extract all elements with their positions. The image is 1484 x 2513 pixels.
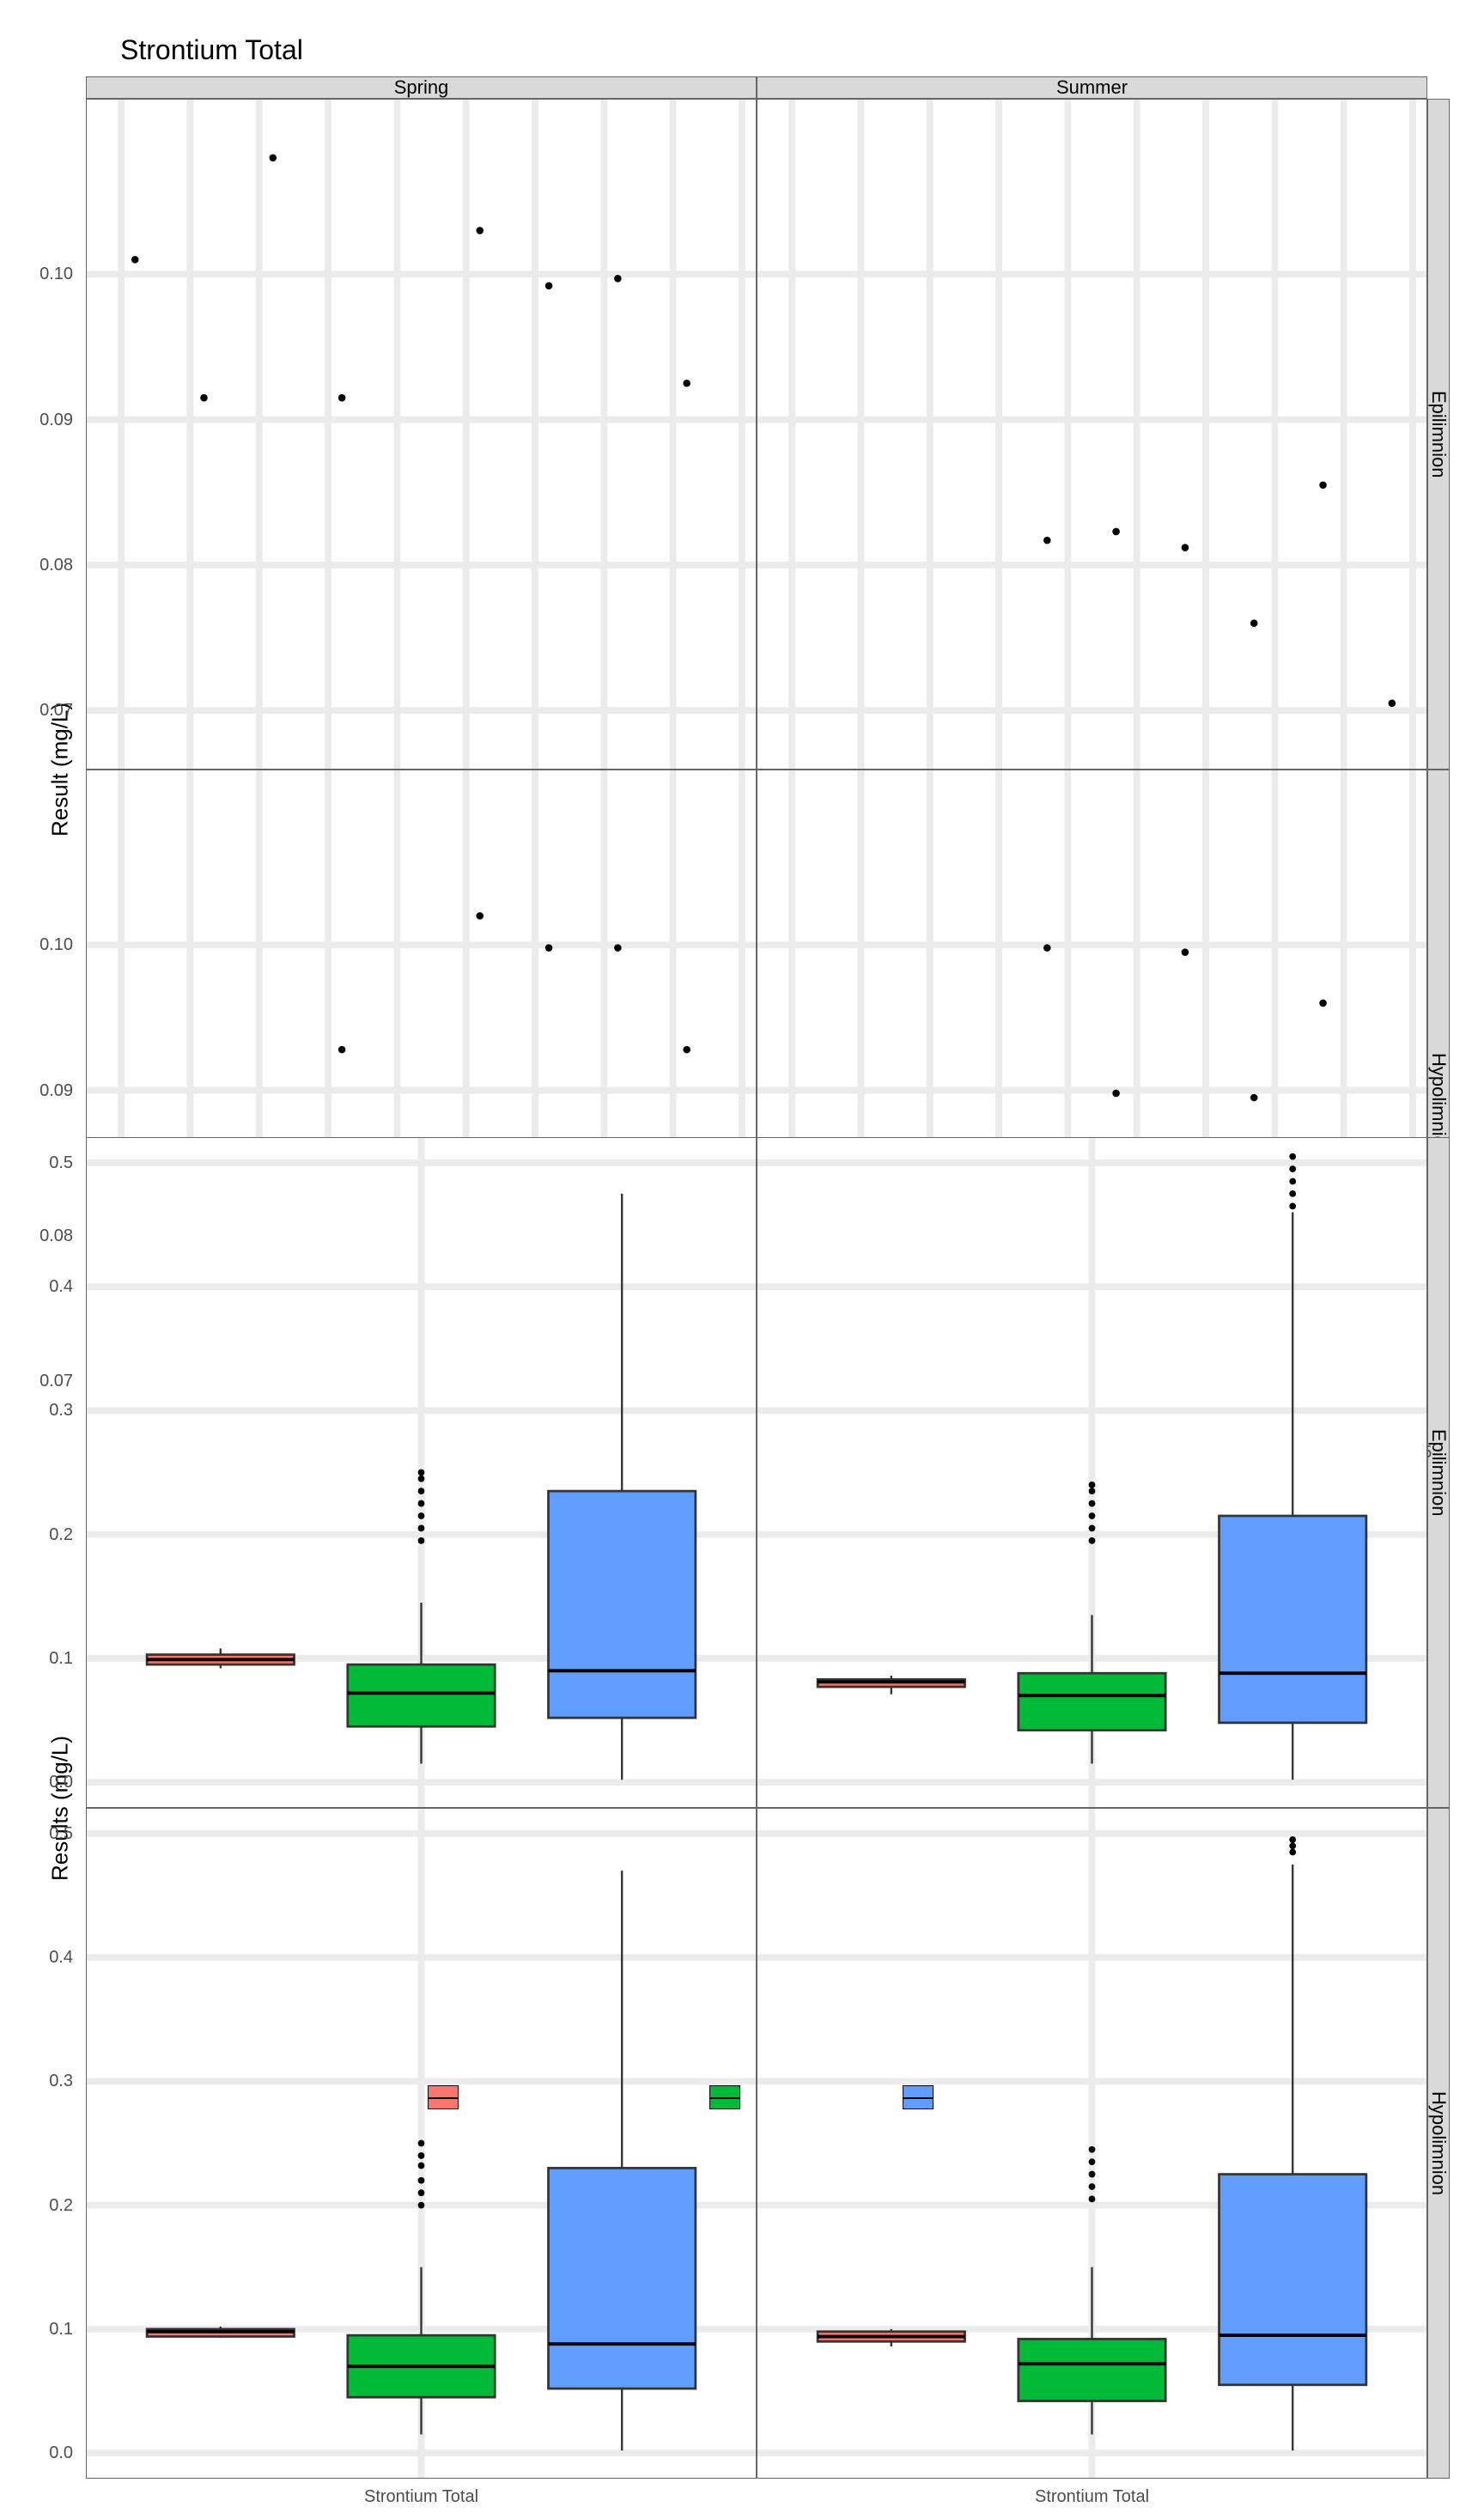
boxplot-facet-grid: Spring Summer Results (mg/L) 0.00.10.20.… [34,1115,1450,2060]
strip-hypo-2: Hypolimnion [1427,1808,1450,2479]
strip-spring: Spring [86,76,757,99]
panel-box-spring-hypo: 0.00.10.20.30.40.5 Strontium Total [86,1808,757,2479]
legend-key-icon [709,2085,740,2109]
panel-box-summer-epi [757,1137,1427,1808]
panel-summer-epi [757,99,1427,770]
panel-spring-epi: 0.100.090.080.07 [86,99,757,770]
legend-key-icon [903,2085,934,2109]
strip-epi: Epilimnion [1427,99,1450,770]
legend-key-icon [428,2085,459,2109]
scatter-title: Strontium Total [120,34,1450,66]
boxplot-y-label: Results (mg/L) [34,1137,86,2479]
scatter-facet-grid: Spring Summer Result (mg/L) 0.100.090.08… [34,76,1450,1021]
strip-summer: Summer [757,76,1427,99]
panel-box-spring-epi: 0.00.10.20.30.40.5 [86,1137,757,1808]
panel-box-summer-hypo: Strontium Total [757,1808,1427,2479]
strip-epi-2: Epilimnion [1427,1137,1450,1808]
